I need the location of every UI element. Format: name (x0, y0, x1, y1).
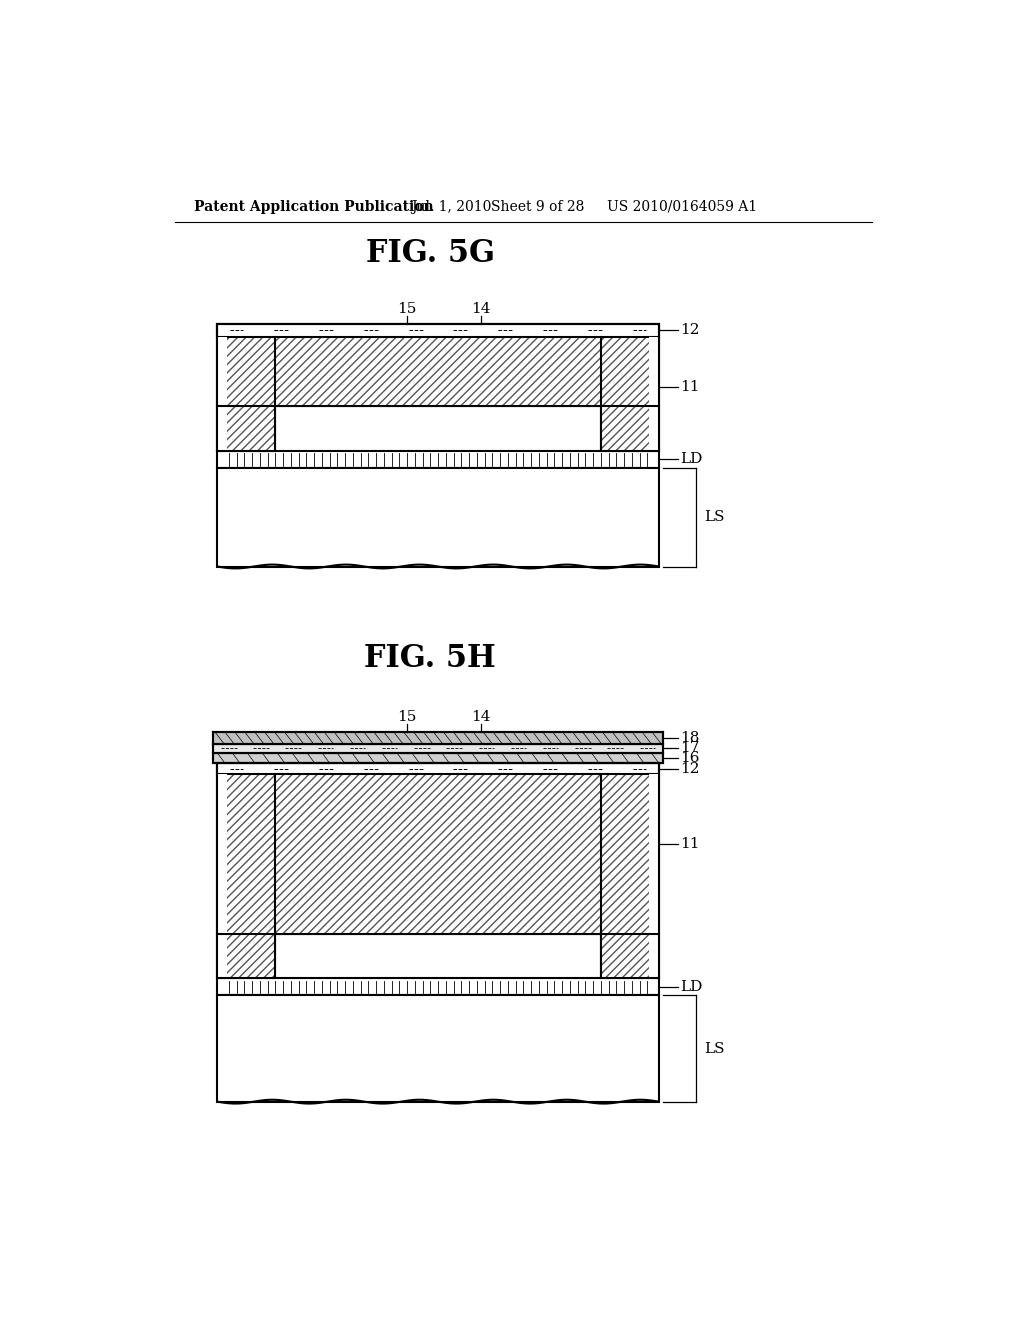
Bar (649, 775, 658, 978)
Text: 18: 18 (681, 731, 700, 744)
Bar (213, 743, 663, 752)
Bar (213, 733, 663, 743)
Text: LD: LD (681, 979, 702, 994)
Polygon shape (217, 763, 658, 978)
Bar (217, 469, 658, 566)
Text: 14: 14 (471, 302, 490, 317)
Bar (217, 323, 658, 337)
Bar (217, 775, 227, 978)
Text: LD: LD (681, 453, 702, 466)
Text: US 2010/0164059 A1: US 2010/0164059 A1 (607, 199, 757, 214)
Bar (217, 451, 658, 469)
Text: 16: 16 (681, 751, 700, 764)
Polygon shape (217, 323, 658, 451)
Text: Sheet 9 of 28: Sheet 9 of 28 (490, 199, 584, 214)
Polygon shape (218, 775, 658, 978)
Text: FIG. 5H: FIG. 5H (365, 643, 496, 673)
Text: 15: 15 (397, 710, 417, 725)
Text: FIG. 5G: FIG. 5G (366, 239, 495, 269)
Bar (217, 978, 658, 995)
Text: 12: 12 (681, 762, 700, 776)
Bar (217, 995, 658, 1102)
Text: Jul. 1, 2010: Jul. 1, 2010 (411, 199, 492, 214)
Text: LS: LS (703, 511, 724, 524)
Text: Patent Application Publication: Patent Application Publication (194, 199, 433, 214)
Text: 15: 15 (397, 302, 417, 317)
Text: 17: 17 (681, 742, 700, 755)
Bar (217, 763, 658, 775)
Bar (649, 337, 658, 451)
Text: 11: 11 (681, 380, 700, 395)
Polygon shape (218, 337, 658, 450)
Bar (213, 752, 663, 763)
Text: LS: LS (703, 1041, 724, 1056)
Bar (217, 337, 227, 451)
Text: 12: 12 (681, 323, 700, 338)
Text: 14: 14 (471, 710, 490, 725)
Text: 11: 11 (681, 837, 700, 850)
